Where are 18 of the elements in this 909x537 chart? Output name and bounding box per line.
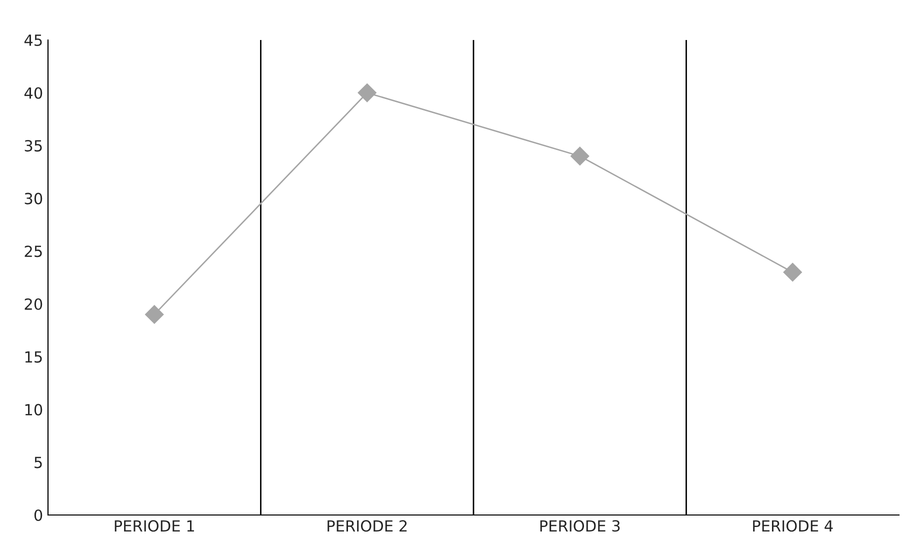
y-tick-label: 40 — [24, 87, 42, 99]
point — [358, 83, 376, 102]
y-tick-label: 0 — [34, 509, 42, 522]
x-tick-label: PERIODE 4 — [753, 520, 833, 532]
x-tick-label: PERIODE 2 — [328, 520, 407, 532]
y-tick-label: 10 — [25, 404, 42, 416]
y-tick-label: 25 — [24, 246, 42, 258]
y-tick-label: 45 — [24, 34, 42, 46]
point — [783, 262, 802, 282]
y-tick-label: 30 — [24, 192, 42, 204]
x-tick-label: PERIODE 3 — [540, 520, 620, 532]
y-tick-label: 5 — [34, 456, 42, 468]
y-tick-label: 35 — [24, 140, 42, 152]
y-tick-label: 20 — [24, 298, 42, 310]
point — [145, 305, 164, 324]
x-tick-label: PERIODE 1 — [114, 520, 194, 532]
point — [570, 146, 590, 166]
y-tick-label: 15 — [25, 351, 42, 363]
